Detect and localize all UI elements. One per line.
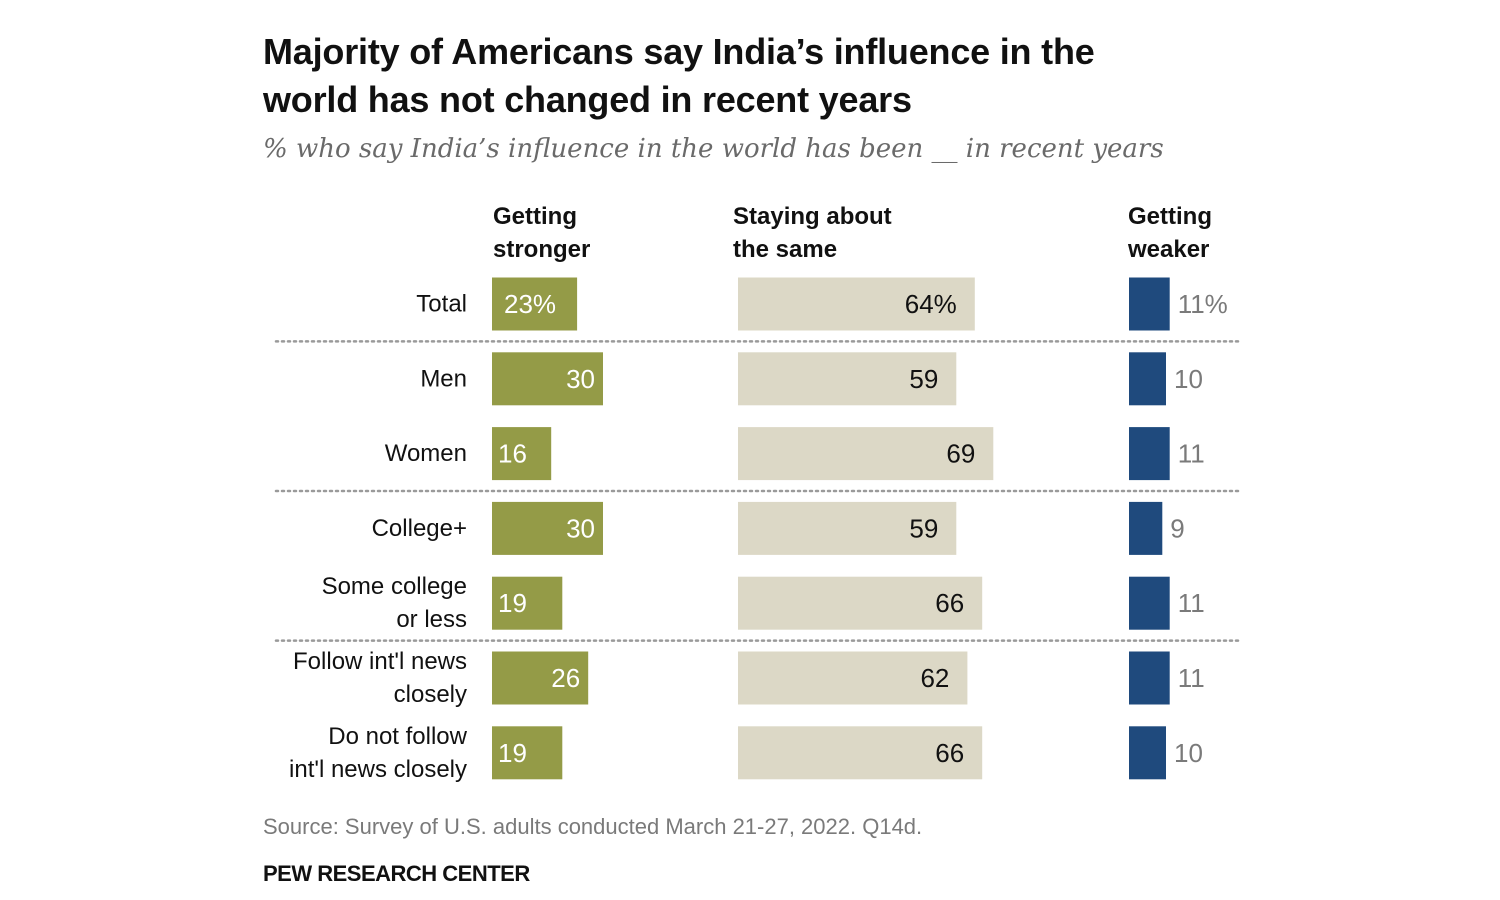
data-label: 19: [498, 588, 527, 618]
bar-getting-weaker: [1129, 576, 1170, 630]
data-label: 19: [498, 738, 527, 768]
chart-subtitle: % who say India’s influence in the world…: [263, 134, 1164, 164]
bar-getting-weaker: [1129, 277, 1170, 331]
bar-getting-weaker: [1129, 651, 1170, 705]
column-header-staying-same: Staying about the same: [733, 200, 892, 266]
data-label: 10: [1174, 738, 1203, 768]
bar-staying-about-the-same: [738, 277, 975, 331]
data-label: 11%: [1178, 289, 1228, 319]
bar-staying-about-the-same: [738, 576, 983, 630]
data-label: 16: [498, 439, 527, 469]
data-label: 9: [1170, 513, 1184, 543]
category-label: closely: [394, 681, 467, 708]
category-label: Women: [385, 440, 467, 467]
bar-getting-stronger: [492, 427, 552, 481]
chart-title-line-2: world has not changed in recent years: [263, 79, 912, 120]
column-header-line: Getting: [1128, 203, 1212, 230]
chart-title: Majority of Americans say India’s influe…: [263, 28, 1263, 124]
data-label: 26: [551, 663, 580, 693]
column-header-line: the same: [733, 236, 838, 263]
column-header-line: stronger: [493, 236, 591, 263]
bar-getting-stronger: [492, 277, 578, 331]
data-label: 11: [1178, 588, 1205, 618]
column-header-getting-stronger: Getting stronger: [493, 200, 590, 266]
bar-getting-weaker: [1129, 726, 1166, 780]
bar-getting-weaker: [1129, 427, 1170, 481]
bar-staying-about-the-same: [738, 501, 957, 555]
data-label: 64%: [905, 289, 957, 319]
data-label: 59: [909, 364, 938, 394]
category-label: Men: [420, 365, 467, 392]
bar-staying-about-the-same: [738, 651, 968, 705]
bar-getting-stronger: [492, 726, 563, 780]
chart-title-line-1: Majority of Americans say India’s influe…: [263, 31, 1095, 72]
column-header-line: weaker: [1128, 236, 1210, 263]
data-label: 30: [566, 513, 595, 543]
bar-getting-weaker: [1129, 352, 1166, 406]
brand-logo-text: PEW RESEARCH CENTER: [263, 861, 530, 886]
bar-getting-stronger: [492, 352, 603, 406]
source-note: Source: Survey of U.S. adults conducted …: [263, 814, 923, 839]
data-label: 62: [920, 663, 949, 693]
column-header-getting-weaker: Getting weaker: [1128, 200, 1212, 266]
category-label: int'l news closely: [289, 756, 467, 783]
category-label: Some college: [322, 573, 467, 600]
data-label: 69: [946, 439, 975, 469]
bar-getting-stronger: [492, 501, 603, 555]
data-label: 30: [566, 364, 595, 394]
category-label: or less: [396, 606, 467, 633]
category-label: Do not follow: [328, 723, 467, 750]
bar-staying-about-the-same: [738, 352, 957, 406]
bar-getting-weaker: [1129, 501, 1163, 555]
data-label: 66: [935, 588, 964, 618]
data-label: 59: [909, 513, 938, 543]
data-label: 66: [935, 738, 964, 768]
data-label: 23%: [504, 289, 556, 319]
bar-staying-about-the-same: [738, 427, 994, 481]
category-label: College+: [372, 515, 467, 542]
category-label: Total: [416, 291, 467, 318]
bar-staying-about-the-same: [738, 726, 983, 780]
data-label: 11: [1178, 663, 1205, 693]
data-label: 11: [1178, 439, 1205, 469]
column-header-line: Staying about: [733, 203, 892, 230]
data-label: 10: [1174, 364, 1203, 394]
bar-getting-stronger: [492, 576, 563, 630]
column-header-line: Getting: [493, 203, 577, 230]
bar-getting-stronger: [492, 651, 589, 705]
category-label: Follow int'l news: [293, 648, 467, 675]
